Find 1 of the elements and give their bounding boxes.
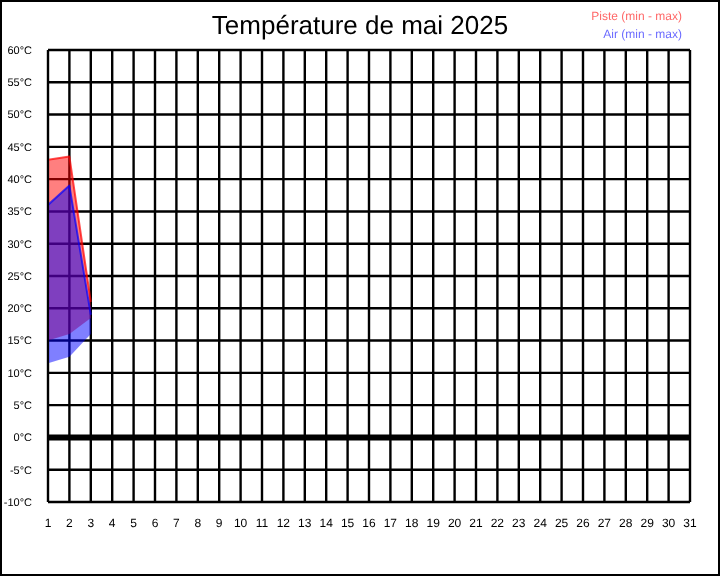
chart-title: Température de mai 2025	[211, 10, 509, 40]
